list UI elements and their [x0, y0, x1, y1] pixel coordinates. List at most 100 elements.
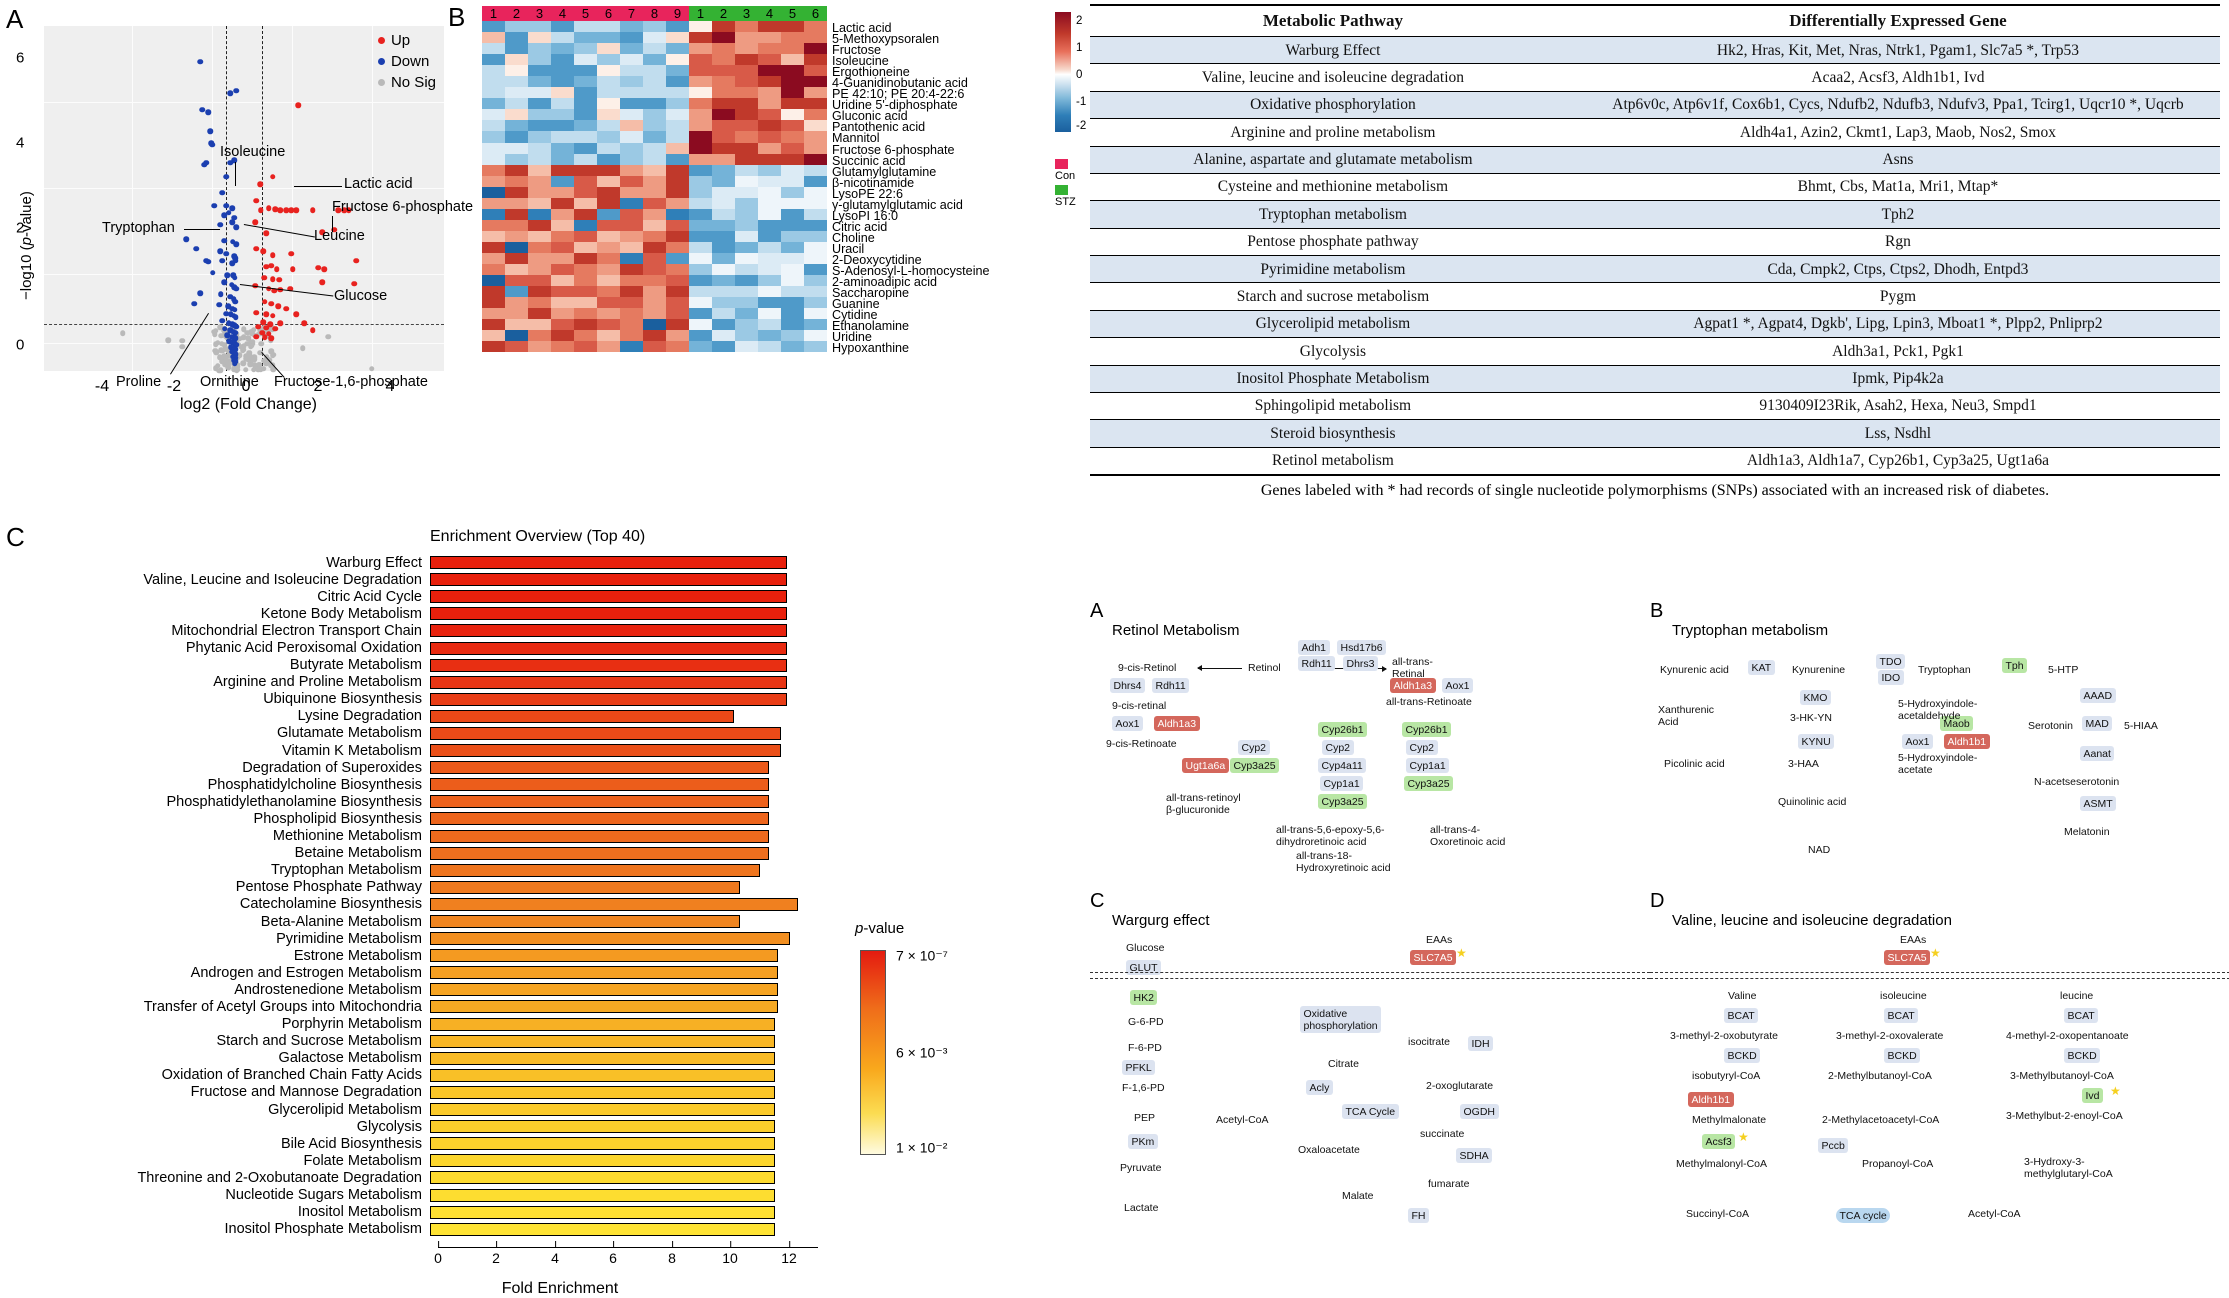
enrichment-bar: [430, 829, 770, 843]
volcano-point: [240, 343, 247, 350]
cell-genes: Cda, Cmpk2, Ctps, Ctps2, Dhodh, Entpd3: [1575, 255, 2220, 284]
pw-a-letter: A: [1090, 600, 1104, 622]
panel-a-letter: A: [6, 4, 24, 34]
heatmap-row-label: Uridine: [832, 330, 872, 345]
heatmap-cell: [804, 153, 827, 165]
volcano-point: [325, 333, 331, 340]
volcano-point: [263, 311, 269, 318]
node-cyp3a25-b: Cyp3a25: [1404, 776, 1454, 792]
enrichment-bar: [430, 692, 787, 706]
node-cyp2-b: Cyp2: [1406, 740, 1438, 756]
volcano-point: [226, 338, 232, 345]
enrichment-bar-track: [430, 812, 810, 826]
pv-tick-low: 1 × 10⁻²: [896, 1139, 948, 1156]
heatmap-cell: [528, 43, 551, 55]
volcano-point: [272, 326, 278, 332]
heatmap-cell: [528, 65, 551, 77]
heatmap-cell: [597, 275, 620, 287]
heatmap-cell: [643, 54, 666, 66]
volcano-point: [257, 367, 264, 373]
cell-pathway: Glycerolipid metabolism: [1090, 310, 1576, 339]
met-eaas-d: EAAs: [1900, 934, 1927, 946]
volcano-point: [257, 181, 263, 187]
heatmap-cell: [781, 109, 804, 121]
heatmap-cell: [574, 252, 597, 265]
heatmap-row-label: Uridine 5'-diphosphate: [832, 98, 958, 113]
table-row: Alanine, aspartate and glutamate metabol…: [1090, 146, 2220, 174]
heatmap-cell: [735, 153, 758, 165]
heatmap-cell: [528, 54, 551, 66]
heatmap-cell: [689, 175, 712, 187]
volcano-xtick-4: 4: [385, 378, 395, 395]
enrichment-bar-row: Pyrimidine Metabolism: [0, 930, 1090, 947]
node-aaad: AAAD: [2080, 688, 2116, 704]
heatmap-cell: [620, 43, 643, 55]
heatmap-cell: [758, 319, 781, 331]
heatmap-cell: [574, 76, 597, 88]
volcano-point: [223, 250, 229, 257]
heatmap-cell: [758, 264, 781, 276]
heatmap-cell: [482, 286, 505, 298]
heatmap-cell: [505, 21, 528, 33]
heatmap-cell: [505, 54, 528, 66]
node-hk2: HK2: [1130, 990, 1158, 1006]
heatmap-col-header: 2: [712, 6, 735, 21]
heatmap-cell: [482, 98, 505, 110]
th-gene: Differentially Expressed Gene: [1575, 4, 2220, 37]
heatmap-cell: [712, 286, 735, 298]
heatmap-cell: [781, 297, 804, 309]
volcano-point: [226, 364, 232, 370]
volcano-xtick--4: -4: [94, 378, 110, 395]
enrichment-bar-track: [430, 607, 810, 621]
pathway-panel-bcaa: D Valine, leucine and isoleucine degrada…: [1650, 890, 2229, 1268]
cell-genes: Aldh1a3, Aldh1a7, Cyp26b1, Cyp3a25, Ugt1…: [1575, 447, 2220, 476]
annot-fructose-6-phosphate: Fructose 6-phosphate: [332, 199, 474, 215]
enrichment-bar: [430, 949, 778, 963]
enrichment-bar-row: Catecholamine Biosynthesis: [0, 896, 1090, 913]
volcano-point: [219, 258, 225, 264]
pw-d-title: Valine, leucine and isoleucine degradati…: [1672, 912, 1952, 929]
heatmap-cell: [804, 87, 827, 99]
heatmap-row-label: Citric acid: [832, 219, 888, 234]
enrichment-bar-row: Glycolysis: [0, 1118, 1090, 1135]
heatmap-cell: [574, 241, 597, 253]
heatmap-cell: [666, 308, 689, 320]
heatmap-row-label: Ethanolamine: [832, 319, 910, 334]
pvalue-legend-title: p-value: [855, 920, 905, 937]
heatmap-row-label: Fructose 6-phosphate: [832, 142, 955, 157]
heatmap-cell: [597, 208, 620, 220]
enrichment-bar-track: [430, 675, 810, 689]
volcano-point: [260, 366, 267, 372]
heatmap-row-label: S-Adenosyl-L-homocysteine: [832, 264, 990, 279]
volcano-point: [260, 358, 267, 364]
heatmap-row-label: Mannitol: [832, 131, 880, 146]
cb-tick-m2: -2: [1076, 120, 1087, 132]
heatmap-cell: [528, 76, 551, 88]
enrichment-bar-track: [430, 778, 810, 792]
volcano-point: [346, 207, 352, 214]
heatmap-cell: [574, 32, 597, 44]
volcano-point: [270, 313, 276, 319]
heatmap-row-label: LysoPE 22:6: [832, 186, 903, 201]
heatmap-row-label: LysoPI 16:0: [832, 208, 899, 223]
heatmap-cell: [689, 131, 712, 143]
heatmap-row-label: Hypoxanthine: [832, 341, 910, 356]
heatmap-cell: [735, 131, 758, 143]
met-all-trans-retinoate: all-trans-Retinoate: [1386, 696, 1472, 708]
cell-genes: Aldh3a1, Pck1, Pgk1: [1575, 337, 2220, 366]
heatmap-row-label: 4-Guanidinobutanic acid: [832, 76, 968, 91]
volcano-point: [231, 157, 237, 163]
node-aldh1b1-d: Aldh1b1: [1688, 1092, 1734, 1108]
volcano-point: [211, 202, 217, 209]
heatmap-cell: [689, 98, 712, 110]
heatmap-cell: [551, 120, 574, 132]
heatmap-cell: [528, 319, 551, 331]
node-cyp4a11: Cyp4a11: [1318, 758, 1367, 774]
heatmap-cell: [666, 21, 689, 33]
heatmap-cell: [712, 175, 735, 187]
heatmap-cell: [758, 65, 781, 77]
volcano-point: [119, 330, 126, 337]
heatmap-cell: [643, 264, 666, 276]
met-3-methyl-2-oxobutyrate: 3-methyl-2-oxobutyrate: [1670, 1030, 1778, 1042]
heatmap-cell: [574, 330, 597, 342]
